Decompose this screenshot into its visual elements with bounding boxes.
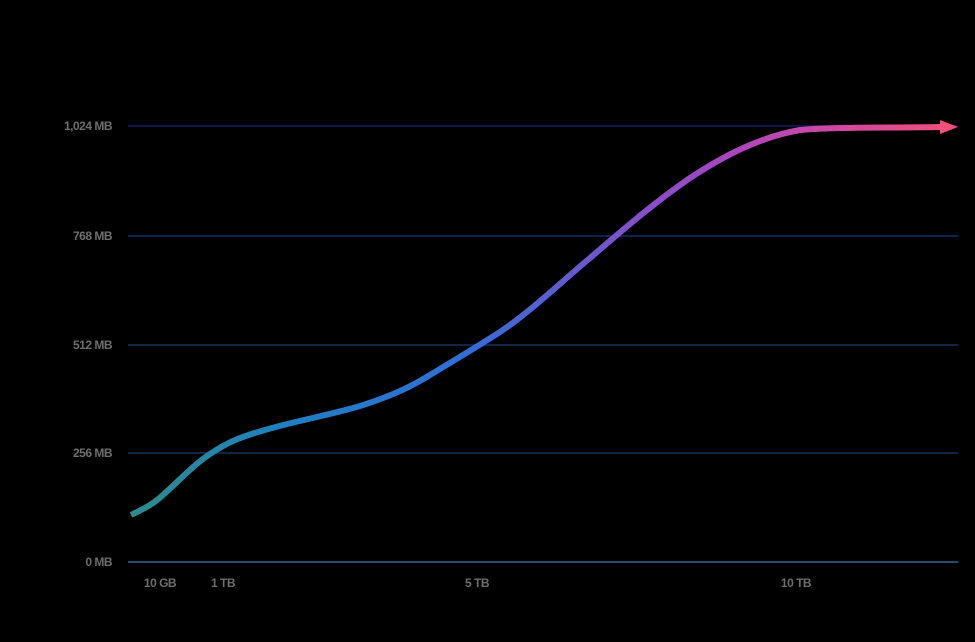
gridlines [128,125,958,563]
y-tick-label-1024: 1,024 MB [63,119,113,133]
arrow-head-icon [940,120,958,134]
y-tick-label-512: 512 MB [72,338,113,352]
x-tick-label-5tb: 5 TB [464,576,490,590]
x-tick-label-10tb: 10 TB [780,576,812,590]
x-tick-label-1tb: 1 TB [210,576,236,590]
y-tick-label-768: 768 MB [72,229,113,243]
y-tick-label-256: 256 MB [72,446,113,460]
x-tick-label-10gb: 10 GB [143,576,177,590]
data-line [129,124,941,518]
y-tick-label-0: 0 MB [85,555,112,569]
